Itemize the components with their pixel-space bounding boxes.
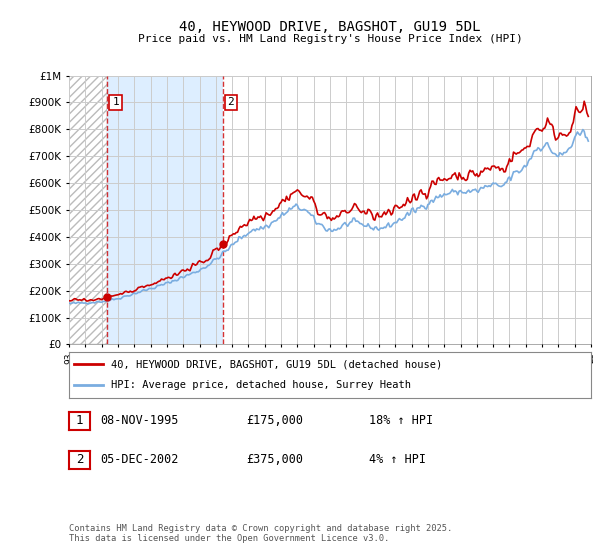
Text: 1: 1 xyxy=(112,97,119,108)
Text: 4% ↑ HPI: 4% ↑ HPI xyxy=(369,453,426,466)
Text: 08-NOV-1995: 08-NOV-1995 xyxy=(100,414,179,427)
Text: 40, HEYWOOD DRIVE, BAGSHOT, GU19 5DL: 40, HEYWOOD DRIVE, BAGSHOT, GU19 5DL xyxy=(179,20,481,34)
Text: 2: 2 xyxy=(76,453,83,466)
Text: HPI: Average price, detached house, Surrey Heath: HPI: Average price, detached house, Surr… xyxy=(111,380,411,390)
Text: 05-DEC-2002: 05-DEC-2002 xyxy=(100,453,179,466)
Text: £375,000: £375,000 xyxy=(246,453,303,466)
Text: 18% ↑ HPI: 18% ↑ HPI xyxy=(369,414,433,427)
Text: 1: 1 xyxy=(76,414,83,427)
Text: 2: 2 xyxy=(227,97,235,108)
Text: 40, HEYWOOD DRIVE, BAGSHOT, GU19 5DL (detached house): 40, HEYWOOD DRIVE, BAGSHOT, GU19 5DL (de… xyxy=(111,359,442,369)
Text: £175,000: £175,000 xyxy=(246,414,303,427)
Text: Price paid vs. HM Land Registry's House Price Index (HPI): Price paid vs. HM Land Registry's House … xyxy=(137,34,523,44)
Text: Contains HM Land Registry data © Crown copyright and database right 2025.
This d: Contains HM Land Registry data © Crown c… xyxy=(69,524,452,543)
